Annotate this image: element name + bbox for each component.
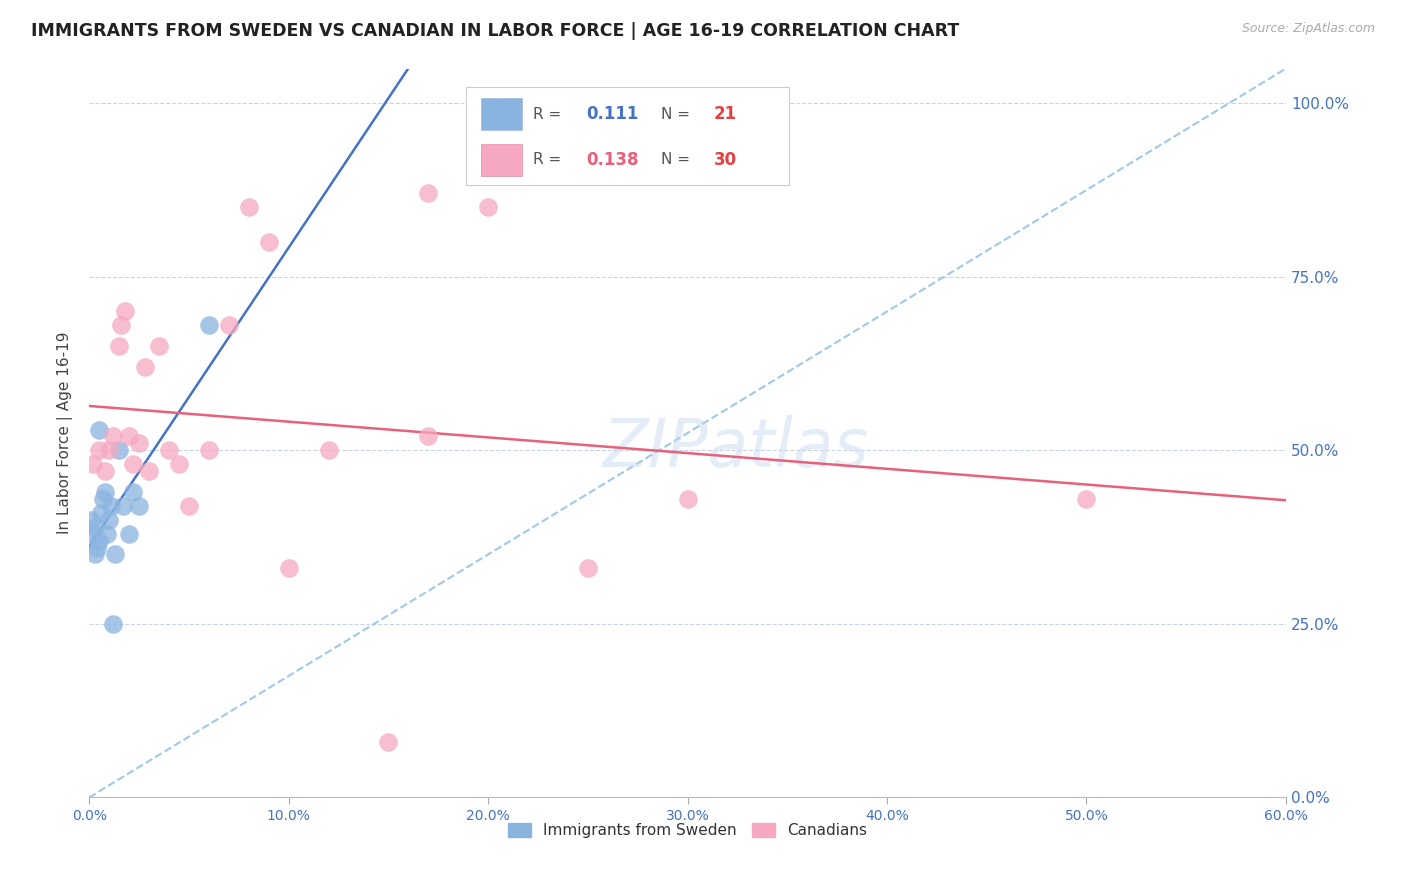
- Point: [148, 339, 170, 353]
- Point: [157, 443, 180, 458]
- Point: [104, 548, 127, 562]
- Point: [96, 526, 118, 541]
- Point: [128, 499, 150, 513]
- Point: [108, 339, 131, 353]
- Text: 21: 21: [714, 105, 737, 123]
- Text: 0.138: 0.138: [586, 151, 638, 169]
- Point: [112, 499, 135, 513]
- Point: [98, 443, 121, 458]
- Point: [101, 616, 124, 631]
- Point: [134, 359, 156, 374]
- Point: [89, 423, 111, 437]
- Point: [100, 499, 122, 513]
- FancyBboxPatch shape: [481, 98, 523, 130]
- Point: [218, 318, 240, 333]
- Point: [101, 429, 124, 443]
- Point: [90, 506, 112, 520]
- Text: R =: R =: [533, 107, 561, 122]
- Point: [91, 491, 114, 506]
- Point: [198, 318, 221, 333]
- Point: [84, 548, 107, 562]
- Point: [418, 186, 440, 201]
- Point: [110, 318, 132, 333]
- Point: [318, 443, 340, 458]
- Text: 30: 30: [714, 151, 737, 169]
- Point: [82, 457, 104, 471]
- Text: ZIPatlas: ZIPatlas: [602, 415, 869, 481]
- Point: [114, 304, 136, 318]
- Point: [377, 735, 399, 749]
- FancyBboxPatch shape: [467, 87, 789, 186]
- Point: [676, 491, 699, 506]
- Point: [576, 561, 599, 575]
- Point: [167, 457, 190, 471]
- Point: [86, 541, 108, 555]
- Point: [94, 485, 117, 500]
- Point: [82, 526, 104, 541]
- Point: [118, 526, 141, 541]
- Point: [89, 533, 111, 548]
- Point: [238, 200, 260, 214]
- FancyBboxPatch shape: [481, 144, 523, 176]
- Point: [80, 513, 103, 527]
- Point: [84, 519, 107, 533]
- Point: [477, 200, 499, 214]
- Point: [118, 429, 141, 443]
- Point: [122, 457, 145, 471]
- Point: [257, 235, 280, 249]
- Point: [277, 561, 299, 575]
- Point: [1076, 491, 1098, 506]
- Point: [122, 485, 145, 500]
- Text: N =: N =: [661, 107, 690, 122]
- Point: [138, 464, 160, 478]
- Point: [89, 443, 111, 458]
- Point: [94, 464, 117, 478]
- Point: [128, 436, 150, 450]
- Text: Source: ZipAtlas.com: Source: ZipAtlas.com: [1241, 22, 1375, 36]
- Y-axis label: In Labor Force | Age 16-19: In Labor Force | Age 16-19: [58, 332, 73, 534]
- Point: [418, 429, 440, 443]
- Point: [108, 443, 131, 458]
- Legend: Immigrants from Sweden, Canadians: Immigrants from Sweden, Canadians: [502, 817, 873, 845]
- Point: [98, 513, 121, 527]
- Text: N =: N =: [661, 153, 690, 167]
- Text: IMMIGRANTS FROM SWEDEN VS CANADIAN IN LABOR FORCE | AGE 16-19 CORRELATION CHART: IMMIGRANTS FROM SWEDEN VS CANADIAN IN LA…: [31, 22, 959, 40]
- Point: [198, 443, 221, 458]
- Text: R =: R =: [533, 153, 561, 167]
- Point: [177, 499, 200, 513]
- Text: 0.111: 0.111: [586, 105, 638, 123]
